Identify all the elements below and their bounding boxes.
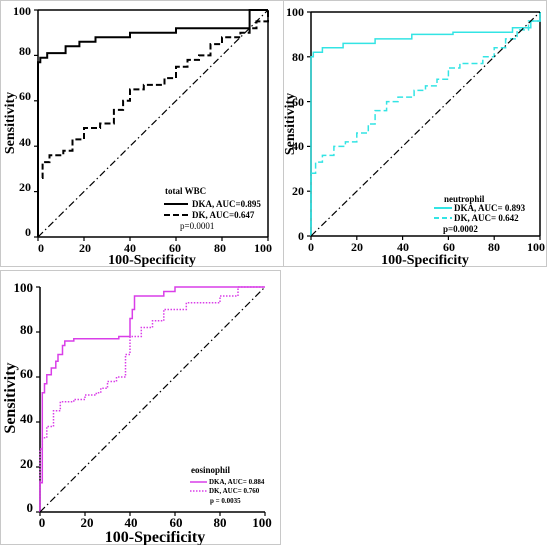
y-tick-label: 20 [20, 456, 33, 471]
y-axis-title: Sensitivity [3, 92, 18, 154]
y-tick-label: 40 [20, 411, 33, 426]
x-tick-label: 80 [214, 515, 227, 530]
x-tick-label: 20 [81, 515, 94, 530]
x-tick-label: 60 [170, 515, 183, 530]
x-axis-title: 100-Specificity [108, 253, 196, 268]
legend-title: eosinophil [191, 465, 231, 475]
plot-frame [0, 270, 281, 545]
y-tick-label: 100 [14, 280, 34, 295]
legend-label-dka: DKA, AUC= 0.893 [454, 203, 526, 213]
y-tick-label: 60 [20, 366, 33, 381]
x-tick-label: 40 [125, 515, 138, 530]
panel-neutrophil: 0 20 40 60 80 100 0 20 40 60 80 100 100-… [283, 0, 547, 268]
x-tick-label: 40 [124, 241, 136, 255]
series-group [39, 286, 266, 513]
x-tick-label: 60 [169, 241, 181, 255]
reference-diagonal-line [310, 11, 541, 237]
legend-label-dka: DKA, AUC= 0.884 [209, 478, 265, 486]
roc-curve-dka [37, 9, 268, 237]
x-tick-label: 80 [488, 240, 500, 254]
x-tick-label: 0 [39, 515, 46, 530]
y-tick-label: 60 [292, 95, 304, 109]
roc-curve-dk [310, 12, 541, 236]
y-axis-title: Sensitivity [283, 93, 298, 155]
x-tick-label: 100 [252, 515, 272, 530]
p-value: p = 0.0035 [210, 497, 241, 505]
roc-curve-dka [39, 286, 265, 512]
legend-label-dk: DK, AUC=0.647 [192, 210, 255, 220]
y-tick-label: 80 [19, 44, 31, 58]
plot-frame [0, 0, 284, 267]
x-tick-label: 20 [79, 241, 91, 255]
y-tick-label: 100 [286, 5, 304, 19]
y-tick-label: 80 [20, 322, 33, 337]
x-axis-title: 100-Specificity [105, 529, 205, 545]
reference-diagonal-line [39, 286, 266, 513]
roc-curve-dk [39, 286, 265, 512]
y-tick-label: 80 [292, 50, 304, 64]
legend-title: neutrophil [444, 194, 485, 204]
series-group [37, 9, 269, 238]
x-axis-title: 100-Specificity [381, 253, 469, 268]
y-tick-label: 20 [292, 184, 304, 198]
y-axis-title: Sensitivity [2, 362, 19, 433]
y-tick-label: 40 [19, 135, 31, 149]
x-tick-label: 80 [214, 241, 226, 255]
y-tick-label: 0 [27, 500, 34, 515]
panel-eosinophil: 0 20 40 60 80 100 0 20 40 60 80 100 100-… [0, 270, 281, 545]
p-value: p=0.0001 [180, 221, 214, 231]
y-tick-label: 60 [19, 89, 31, 103]
legend-label-dk: DK, AUC= 0.642 [454, 213, 519, 223]
x-tick-label: 100 [254, 241, 272, 255]
roc-curve-dk [37, 10, 269, 237]
y-tick-label: 100 [13, 4, 31, 18]
y-tick-label: 0 [25, 225, 31, 239]
legend-title: total WBC [165, 186, 206, 196]
y-tick-label: 20 [19, 180, 31, 194]
x-tick-label: 40 [397, 240, 409, 254]
x-tick-label: 0 [38, 241, 44, 255]
x-tick-label: 0 [308, 240, 314, 254]
y-tick-label: 40 [292, 139, 304, 153]
p-value: p=0.0002 [443, 224, 478, 234]
x-tick-label: 20 [351, 240, 363, 254]
reference-diagonal-line [37, 9, 269, 238]
x-tick-label: 100 [527, 240, 545, 254]
legend-label-dk: DK, AUC= 0.760 [209, 487, 260, 495]
panel-total-wbc: 0 20 40 60 80 100 0 20 40 60 80 100 100-… [0, 0, 284, 268]
x-tick-label: 60 [443, 240, 455, 254]
legend-label-dka: DKA, AUC=0.895 [192, 199, 261, 209]
series-group [310, 11, 541, 237]
y-tick-label: 0 [298, 229, 304, 243]
